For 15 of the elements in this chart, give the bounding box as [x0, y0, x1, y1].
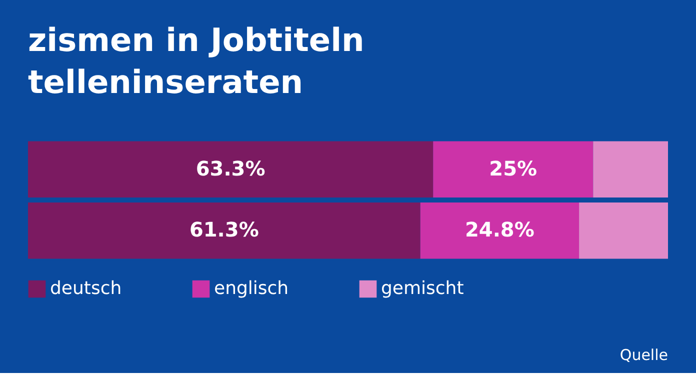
bar [433, 141, 594, 198]
bar [593, 141, 668, 198]
legend-label: englisch [214, 278, 289, 299]
bar [28, 202, 420, 259]
bar [28, 141, 434, 198]
data-label: 61.3% [189, 218, 259, 242]
bar [579, 202, 668, 259]
data-label: 24.8% [464, 218, 534, 242]
data-label: 63.3% [196, 156, 266, 180]
legend-label: deutsch [50, 278, 122, 299]
legend-label: gemischt [381, 278, 464, 299]
bar [420, 202, 580, 259]
data-label: 25% [489, 156, 538, 180]
chart-title: zismen in Jobtiteln telleninseraten [28, 21, 364, 101]
text: Quelle [620, 346, 668, 364]
